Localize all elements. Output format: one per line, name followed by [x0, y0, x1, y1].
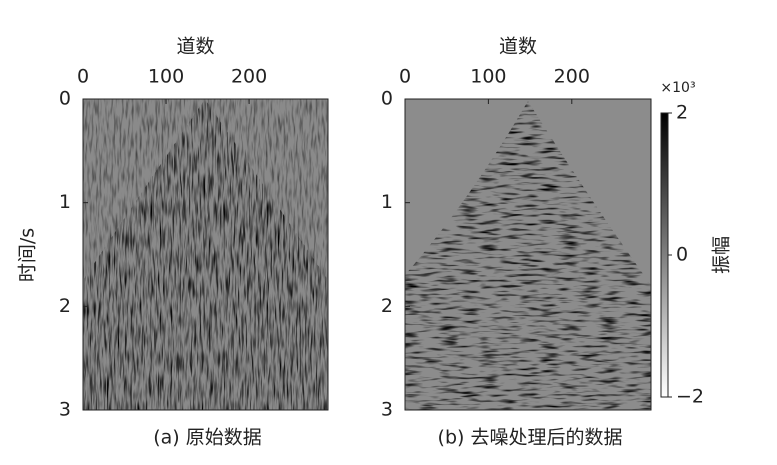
y-tick-label: 0	[381, 88, 393, 110]
y-tick-label: 2	[59, 295, 71, 317]
colorbar	[660, 112, 669, 398]
z-unit: ×10³	[660, 80, 695, 96]
panel-b-image	[405, 99, 651, 410]
y-axis-label: 时间/s	[17, 228, 39, 282]
y-tick-label: 2	[381, 295, 393, 317]
caption: (a) 原始数据	[153, 427, 262, 449]
y-tick-label: 3	[381, 399, 393, 421]
y-tick-label: 1	[381, 191, 393, 213]
x-axis-label: 道数	[499, 36, 537, 58]
x-tick-label: 100	[148, 66, 184, 88]
y-tick-label: 1	[59, 191, 71, 213]
z-axis-label: 振幅	[711, 236, 733, 274]
y-tick-label: 3	[59, 399, 71, 421]
x-axis-label: 道数	[176, 36, 214, 58]
x-tick-label: 0	[399, 66, 411, 88]
z-tick-label: 0	[676, 244, 688, 266]
x-tick-label: 200	[231, 66, 267, 88]
z-tick-label: 2	[676, 102, 688, 124]
axes-frame	[82, 98, 329, 411]
x-tick-label: 100	[470, 66, 506, 88]
panel-a-image	[83, 99, 328, 410]
y-tick-label: 0	[59, 88, 71, 110]
x-tick-label: 200	[554, 66, 590, 88]
z-tick-label: −2	[676, 386, 704, 408]
axes-frame	[404, 98, 652, 411]
x-tick-label: 0	[77, 66, 89, 88]
caption: (b) 去噪处理后的数据	[438, 427, 623, 449]
